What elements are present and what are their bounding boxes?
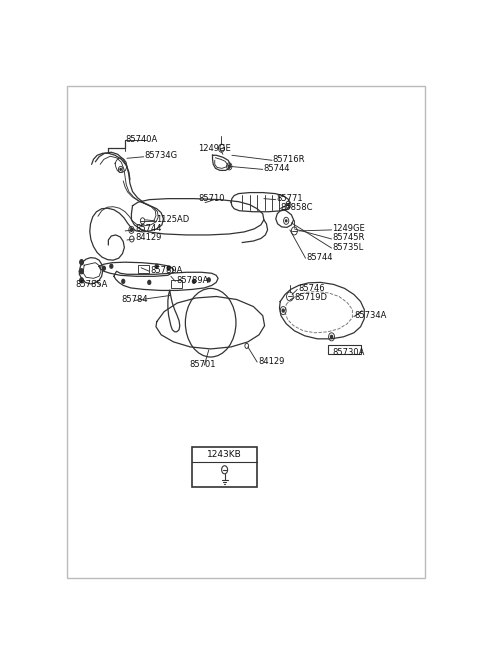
Text: 85744: 85744 bbox=[135, 225, 162, 233]
Text: 85716R: 85716R bbox=[273, 155, 305, 164]
Text: 85785A: 85785A bbox=[75, 280, 107, 289]
Text: 85744: 85744 bbox=[306, 253, 333, 261]
Text: 1249GE: 1249GE bbox=[198, 143, 230, 153]
Circle shape bbox=[120, 168, 121, 170]
Circle shape bbox=[80, 259, 84, 265]
Circle shape bbox=[330, 335, 333, 339]
Text: 84129: 84129 bbox=[258, 356, 284, 365]
Text: 85771: 85771 bbox=[276, 194, 303, 203]
Text: 85789A: 85789A bbox=[176, 276, 208, 285]
Circle shape bbox=[167, 266, 170, 271]
Circle shape bbox=[286, 220, 287, 222]
Circle shape bbox=[130, 229, 132, 231]
Circle shape bbox=[155, 264, 158, 269]
Text: 85719D: 85719D bbox=[294, 293, 327, 302]
Circle shape bbox=[148, 280, 151, 284]
Text: 85701: 85701 bbox=[190, 360, 216, 369]
Text: 85784: 85784 bbox=[121, 295, 148, 304]
Text: 1249GE: 1249GE bbox=[332, 225, 365, 233]
Text: 85789A: 85789A bbox=[150, 266, 182, 274]
Circle shape bbox=[207, 278, 210, 282]
Text: 85746: 85746 bbox=[298, 284, 324, 293]
Circle shape bbox=[122, 279, 125, 284]
Text: 85745R: 85745R bbox=[332, 233, 365, 242]
Text: 85734G: 85734G bbox=[145, 151, 178, 160]
Text: 1125AD: 1125AD bbox=[156, 215, 189, 224]
Text: 85735L: 85735L bbox=[332, 242, 363, 252]
Bar bbox=[328, 345, 360, 354]
Text: 85710: 85710 bbox=[198, 194, 225, 203]
Circle shape bbox=[282, 309, 284, 312]
Text: 85740A: 85740A bbox=[125, 135, 157, 143]
Circle shape bbox=[80, 269, 84, 274]
Bar bbox=[192, 447, 257, 487]
Circle shape bbox=[102, 266, 106, 271]
Circle shape bbox=[110, 264, 113, 269]
Text: 85730A: 85730A bbox=[332, 348, 365, 357]
Text: 84129: 84129 bbox=[135, 233, 161, 242]
Text: 85744: 85744 bbox=[264, 164, 290, 173]
Text: 1243KB: 1243KB bbox=[207, 449, 242, 458]
Circle shape bbox=[80, 278, 84, 283]
Text: 85734A: 85734A bbox=[355, 311, 387, 320]
Text: 85858C: 85858C bbox=[280, 203, 313, 212]
Circle shape bbox=[288, 204, 289, 206]
Circle shape bbox=[228, 165, 230, 168]
Bar bbox=[138, 265, 149, 272]
Bar bbox=[171, 280, 182, 288]
Circle shape bbox=[192, 279, 195, 284]
